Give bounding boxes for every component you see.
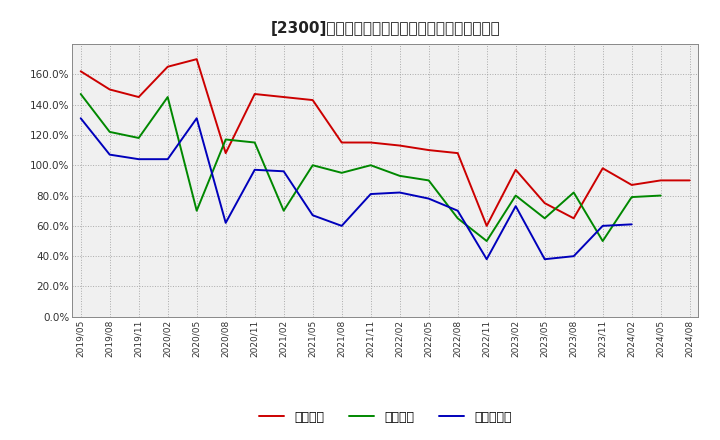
当座比率 [338,170,346,176]
流動比率 [482,223,491,228]
流動比率 [511,167,520,172]
当座比率 [627,194,636,200]
現預金比率 [192,116,201,121]
当座比率 [511,193,520,198]
流動比率 [221,150,230,156]
当座比率 [395,173,404,179]
現預金比率 [541,257,549,262]
流動比率 [105,87,114,92]
流動比率 [135,95,143,100]
流動比率 [279,95,288,100]
現預金比率 [570,253,578,259]
現預金比率 [482,257,491,262]
Legend: 流動比率, 当座比率, 現預金比率: 流動比率, 当座比率, 現預金比率 [259,411,511,424]
流動比率 [76,69,85,74]
現預金比率 [251,167,259,172]
当座比率 [366,163,375,168]
流動比率 [192,56,201,62]
流動比率 [308,97,317,103]
現預金比率 [76,116,85,121]
流動比率 [598,165,607,171]
流動比率 [685,178,694,183]
現預金比率 [163,157,172,162]
流動比率 [657,178,665,183]
流動比率 [627,182,636,187]
現預金比率 [308,213,317,218]
当座比率 [105,129,114,135]
当座比率 [251,140,259,145]
現預金比率 [454,208,462,213]
当座比率 [598,238,607,244]
現預金比率 [598,223,607,228]
流動比率 [570,216,578,221]
当座比率 [308,163,317,168]
現預金比率 [279,169,288,174]
現預金比率 [627,222,636,227]
Line: 流動比率: 流動比率 [81,59,690,226]
流動比率 [395,143,404,148]
Title: [2300]　流動比率、当座比率、現預金比率の推移: [2300] 流動比率、当座比率、現預金比率の推移 [270,21,500,36]
現預金比率 [366,191,375,197]
Line: 当座比率: 当座比率 [81,94,661,241]
現預金比率 [135,157,143,162]
当座比率 [76,92,85,97]
現預金比率 [221,220,230,225]
流動比率 [454,150,462,156]
現預金比率 [424,196,433,201]
当座比率 [482,238,491,244]
流動比率 [251,92,259,97]
現預金比率 [395,190,404,195]
当座比率 [163,95,172,100]
現預金比率 [338,223,346,228]
当座比率 [454,216,462,221]
流動比率 [541,201,549,206]
当座比率 [570,190,578,195]
現預金比率 [511,204,520,209]
流動比率 [366,140,375,145]
当座比率 [221,137,230,142]
当座比率 [192,208,201,213]
流動比率 [424,147,433,153]
当座比率 [135,136,143,141]
流動比率 [338,140,346,145]
当座比率 [424,178,433,183]
現預金比率 [105,152,114,157]
当座比率 [657,193,665,198]
流動比率 [163,64,172,70]
Line: 現預金比率: 現預金比率 [81,118,631,259]
当座比率 [541,216,549,221]
当座比率 [279,208,288,213]
